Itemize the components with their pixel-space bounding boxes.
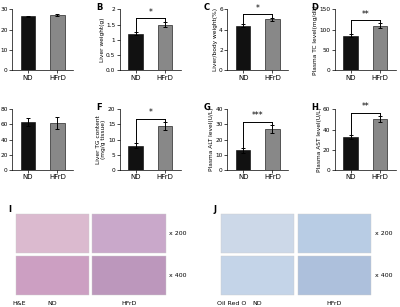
Text: G: G [204, 103, 210, 112]
Bar [343, 36, 358, 70]
Y-axis label: Liver weight(g): Liver weight(g) [100, 17, 104, 62]
Bar [128, 34, 143, 70]
Text: I: I [8, 205, 12, 215]
Text: Oil Red O: Oil Red O [217, 301, 247, 306]
Text: ND: ND [47, 301, 57, 306]
Bar [158, 25, 172, 70]
Text: C: C [204, 3, 210, 12]
Bar [92, 214, 166, 253]
Bar [16, 214, 89, 253]
Text: x 400: x 400 [374, 273, 392, 278]
Text: HFrD: HFrD [121, 301, 137, 306]
Y-axis label: Liver/body weight(%): Liver/body weight(%) [213, 8, 218, 71]
Text: x 400: x 400 [169, 273, 187, 278]
Bar [236, 150, 250, 170]
Text: x 200: x 200 [169, 231, 187, 236]
Y-axis label: Plasma TC level(mg/dL): Plasma TC level(mg/dL) [313, 5, 318, 75]
Bar [92, 256, 166, 295]
Bar [50, 15, 65, 70]
Text: B: B [96, 3, 102, 12]
Bar [16, 256, 89, 295]
Y-axis label: Plasma AST level(U/L): Plasma AST level(U/L) [316, 107, 322, 172]
Text: x 200: x 200 [374, 231, 392, 236]
Text: **: ** [362, 10, 369, 19]
Text: *: * [148, 108, 152, 117]
Bar [21, 16, 36, 70]
Bar [265, 129, 280, 170]
Bar [372, 25, 387, 70]
Text: H: H [311, 103, 318, 112]
Bar [298, 214, 371, 253]
Bar [298, 256, 371, 295]
Y-axis label: Plasma ALT level(U/L): Plasma ALT level(U/L) [209, 108, 214, 172]
Y-axis label: Liver TG content
(mg/g tissue): Liver TG content (mg/g tissue) [96, 115, 106, 164]
Text: *: * [148, 8, 152, 17]
Text: *: * [256, 4, 260, 13]
Text: HFrD: HFrD [327, 301, 342, 306]
Bar [221, 214, 294, 253]
Bar [265, 19, 280, 70]
Text: H&E: H&E [12, 301, 26, 306]
Bar [343, 137, 358, 170]
Text: F: F [96, 103, 102, 112]
Bar [21, 122, 36, 170]
Bar [372, 119, 387, 170]
Bar [236, 25, 250, 70]
Text: J: J [214, 205, 217, 215]
Bar [221, 256, 294, 295]
Text: **: ** [362, 102, 369, 111]
Text: ***: *** [252, 111, 264, 120]
Bar [50, 123, 65, 170]
Text: ND: ND [253, 301, 262, 306]
Bar [128, 146, 143, 170]
Text: D: D [311, 3, 318, 12]
Bar [158, 126, 172, 170]
